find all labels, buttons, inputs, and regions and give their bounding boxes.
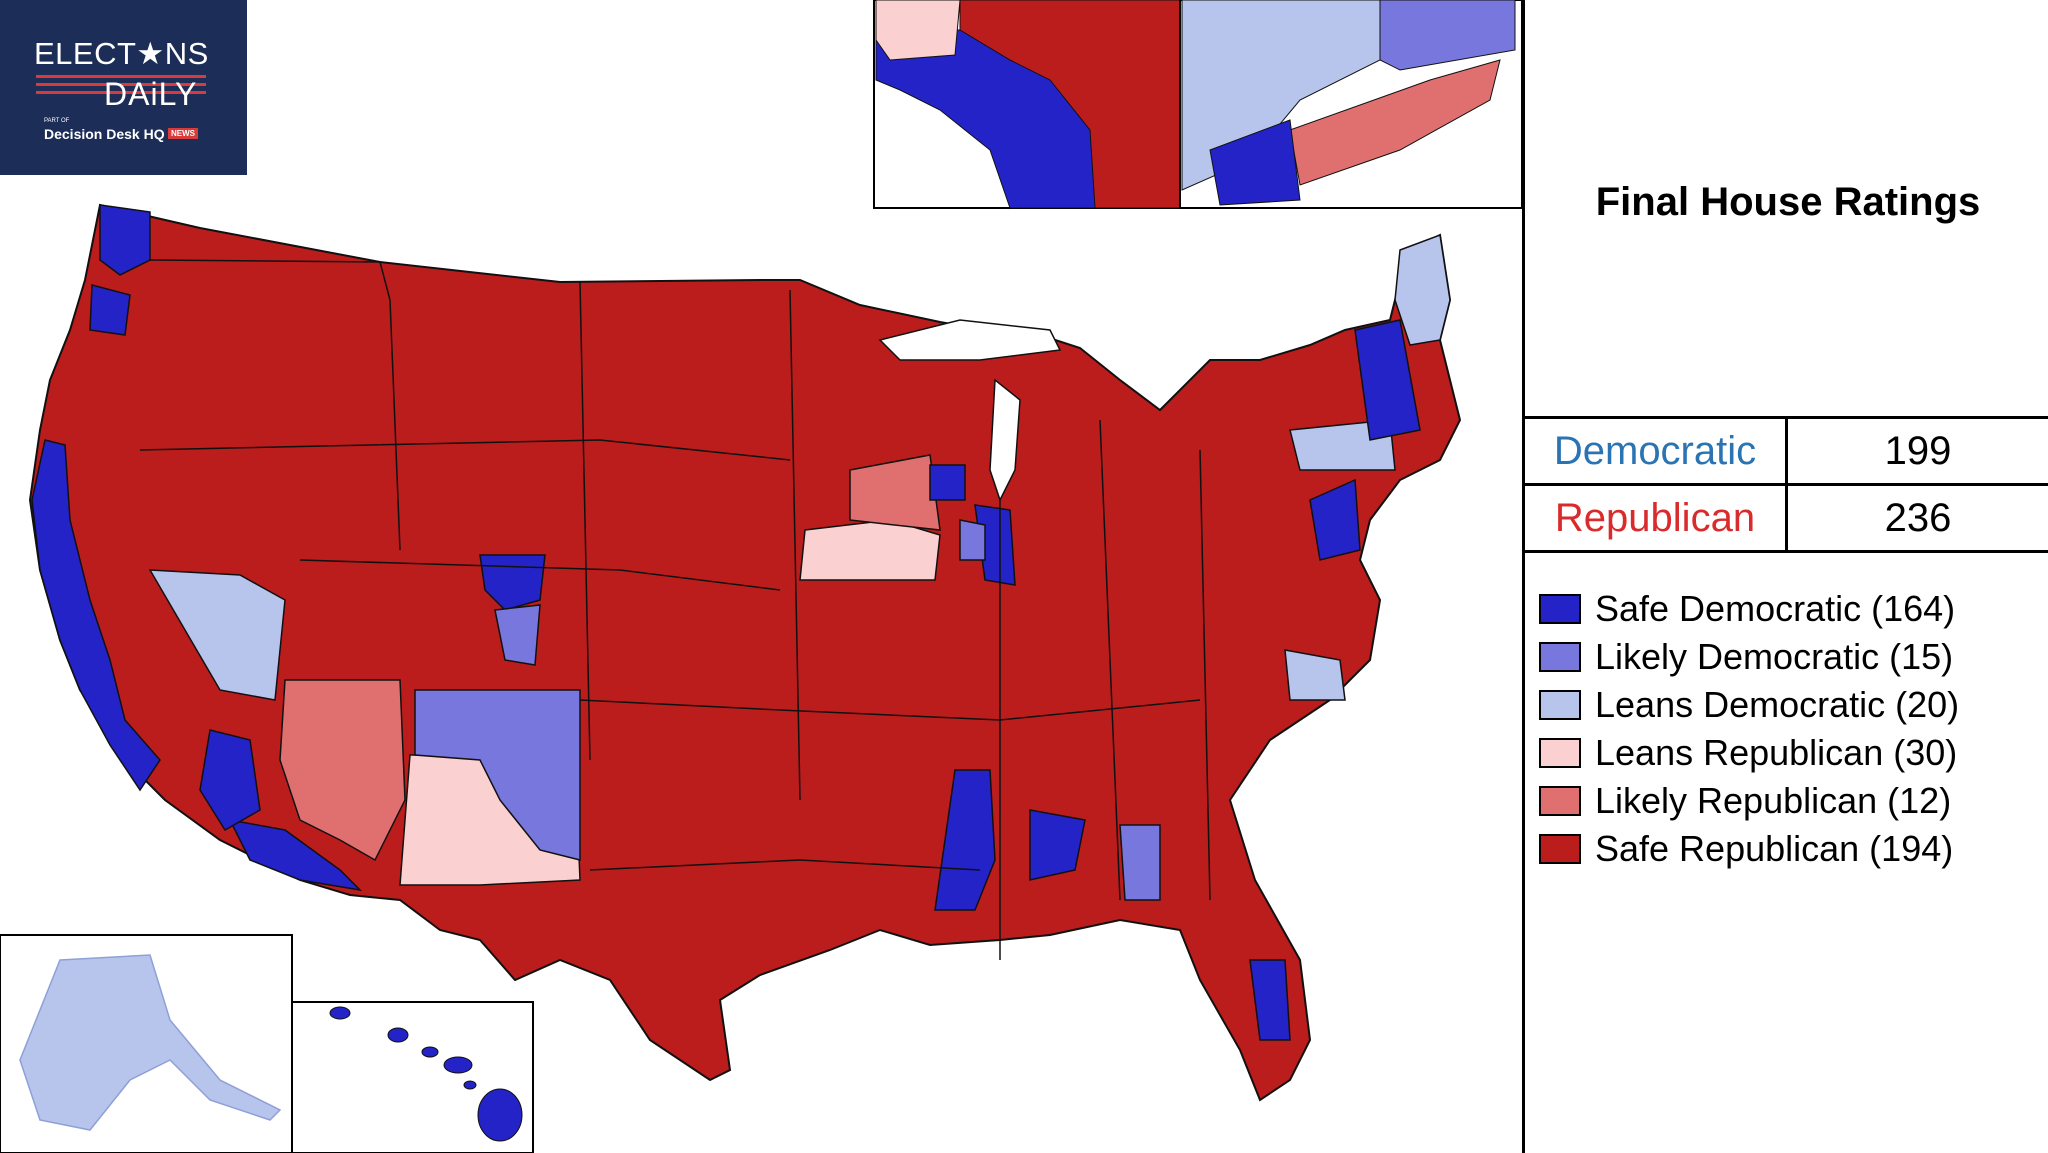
new-mexico-likely-dem [414,689,581,861]
tally-seats-republican: 236 [1785,483,2048,553]
logo-news-badge: NEWS [168,128,198,139]
socal-dem [199,729,261,832]
wisconsin-likely-rep [849,454,941,531]
legend-label: Leans Republican (30) [1595,732,1958,773]
minnesota-dem [929,464,966,501]
tally-party-democratic: Democratic [1525,416,1787,486]
logo-stripes [36,75,206,105]
new-england-dem [1354,319,1421,441]
legend: Safe Democratic (164) Likely Democratic … [1539,585,1959,873]
logo-line2: DAiLY [104,76,198,112]
logo-brand: Decision Desk HQ [44,126,165,142]
virginia-leans-dem [1284,649,1346,701]
us-house-map[interactable] [0,0,1522,1153]
georgia-likely-dem [1119,824,1161,901]
legend-swatch [1539,786,1581,816]
illinois-likely-dem [959,519,986,561]
legend-item: Leans Republican (30) [1539,729,1959,777]
lake-michigan [989,378,1021,502]
map-area: ELECT★NS DAiLY PART OF Decision Desk HQ … [0,0,1522,1153]
tally-row-democratic: Democratic 199 [1525,416,2048,486]
legend-swatch [1539,690,1581,720]
legend-item: Leans Democratic (20) [1539,681,1959,729]
legend-swatch [1539,642,1581,672]
contiguous-us-shape [28,203,1462,1102]
ratings-panel: Final House Ratings Democratic 199 Repub… [1522,0,2048,1153]
legend-swatch [1539,738,1581,768]
legend-label: Likely Republican (12) [1595,780,1952,821]
tally-seats-democratic: 199 [1785,416,2048,486]
oregon-dem [89,284,131,336]
florida-dem [1249,959,1291,1041]
legend-item: Likely Republican (12) [1539,777,1959,825]
iowa-leans-rep [799,519,941,581]
logo-line1: ELECT★NS [34,36,209,71]
legend-label: Safe Republican (194) [1595,828,1954,869]
legend-item: Safe Republican (194) [1539,825,1959,873]
california-coast-dem [31,439,161,792]
arizona-dem [228,818,363,892]
nyc-inset-dem [1209,119,1301,206]
alaska-shape [19,954,282,1131]
elections-daily-logo: ELECT★NS DAiLY PART OF Decision Desk HQ … [0,0,247,175]
page-title: Final House Ratings [1595,180,1981,224]
legend-item: Safe Democratic (164) [1539,585,1959,633]
nevada-leans-dem [148,569,286,701]
la-inset-dem [875,29,1096,209]
hawaii-islands [329,1006,523,1142]
logo-sub: PART OF [44,118,70,124]
legend-label: Leans Democratic (20) [1595,684,1960,725]
seat-tally: Democratic 199 Republican 236 [1525,416,2048,553]
nyc-inset-likely-rep [1289,59,1501,186]
legend-swatch [1539,834,1581,864]
mississippi-dem [934,769,996,911]
district-lines [139,259,1211,960]
lake-superior [878,319,1062,361]
legend-swatch [1539,594,1581,624]
la-inset-leans-rep [875,0,961,61]
maine-leans-dem [1394,233,1451,346]
colorado-dem [479,554,546,611]
nyc-inset-likely-dem [1379,0,1516,71]
arizona-likely-rep [279,679,406,862]
legend-label: Safe Democratic (164) [1595,588,1956,629]
tally-party-republican: Republican [1525,483,1787,553]
colorado-likely-dem [494,604,541,666]
legend-label: Likely Democratic (15) [1595,636,1954,677]
alabama-dem [1029,809,1086,881]
mid-atlantic-dem [1309,478,1361,561]
tally-row-republican: Republican 236 [1525,483,2048,553]
legend-item: Likely Democratic (15) [1539,633,1959,681]
washington-dem [99,204,151,276]
